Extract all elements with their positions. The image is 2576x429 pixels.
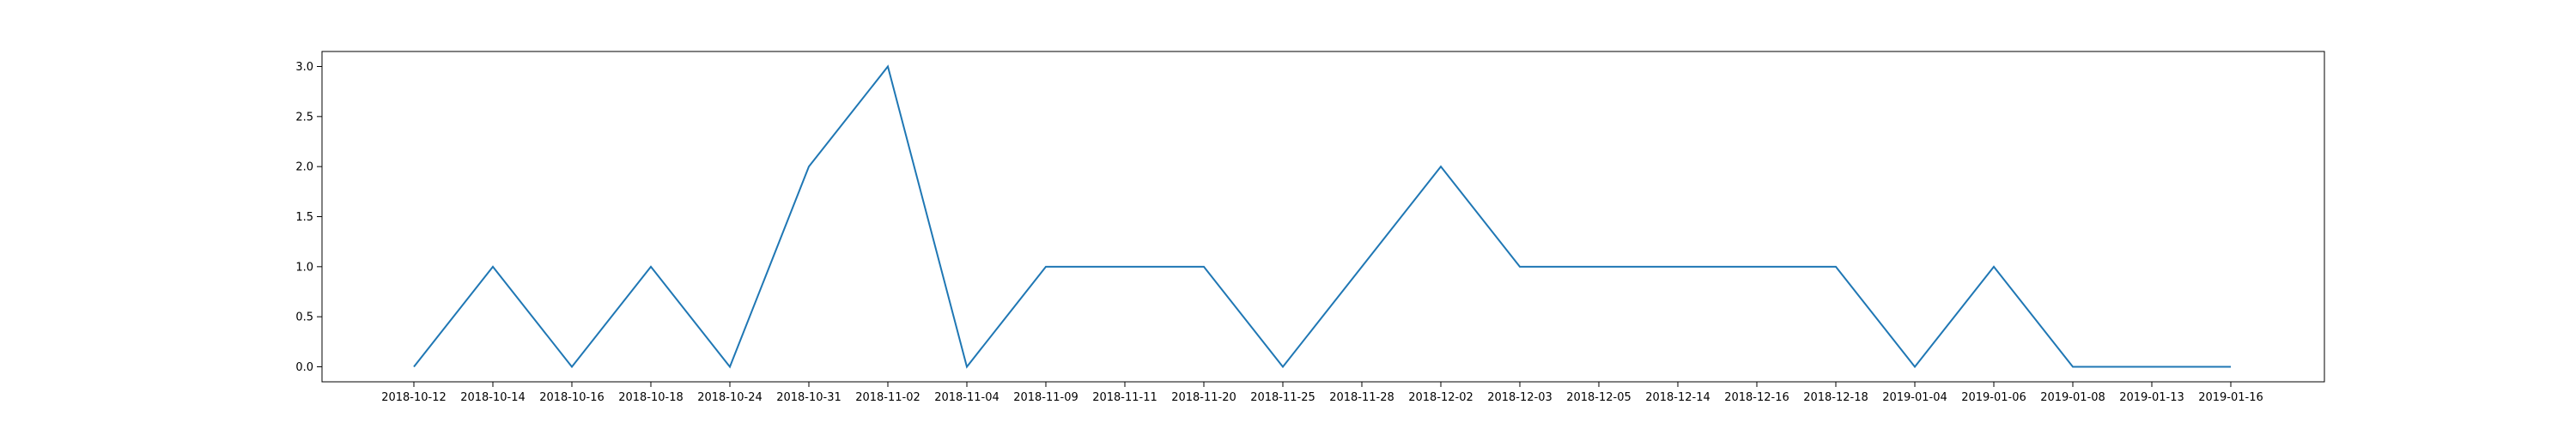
x-tick-label: 2018-10-24 — [697, 391, 762, 404]
x-tick-label: 2018-11-11 — [1092, 391, 1157, 404]
x-tick-label: 2018-10-18 — [618, 391, 683, 404]
x-tick-label: 2018-11-09 — [1013, 391, 1078, 404]
y-tick-label: 0.0 — [295, 361, 313, 374]
y-tick-label: 3.0 — [295, 61, 313, 74]
x-tick-label: 2018-10-12 — [381, 391, 447, 404]
y-tick-label: 1.0 — [295, 261, 313, 274]
series-line — [413, 64, 2231, 369]
x-tick-label: 2018-11-02 — [855, 391, 920, 404]
y-tick-label: 2.5 — [295, 111, 313, 124]
x-tick-label: 2018-11-20 — [1171, 391, 1236, 404]
x-axis: 2018-10-12 2018-10-14 2018-10-16 2018-10-18… — [381, 382, 2263, 404]
x-tick-label: 2018-12-02 — [1408, 391, 1473, 404]
x-tick-label: 2018-12-18 — [1803, 391, 1868, 404]
x-tick-label: 2018-10-16 — [539, 391, 605, 404]
y-tick-label: 2.0 — [295, 161, 313, 174]
y-tick-label: 0.5 — [295, 311, 313, 324]
y-tick-label: 1.5 — [295, 211, 313, 224]
x-tick-label: 2018-10-31 — [776, 391, 841, 404]
x-tick-label: 2019-01-16 — [2198, 391, 2263, 404]
x-tick-label: 2019-01-06 — [1961, 391, 2026, 404]
x-tick-label: 2018-11-28 — [1329, 391, 1394, 404]
x-tick-label: 2018-12-03 — [1487, 391, 1552, 404]
y-axis: 0.0 0.5 1.0 1.5 2.0 2.5 3.0 — [295, 61, 322, 374]
x-tick-label: 2018-11-25 — [1250, 391, 1315, 404]
plot-frame — [321, 51, 2325, 383]
x-tick-label: 2018-12-05 — [1566, 391, 1631, 404]
x-tick-label: 2019-01-04 — [1882, 391, 1947, 404]
x-tick-label: 2018-12-14 — [1645, 391, 1710, 404]
x-tick-label: 2019-01-13 — [2119, 391, 2184, 404]
x-tick-label: 2018-10-14 — [460, 391, 526, 404]
x-tick-label: 2018-12-16 — [1724, 391, 1789, 404]
series-layer — [413, 64, 2232, 369]
x-tick-label: 2018-11-04 — [934, 391, 999, 404]
x-tick-label: 2019-01-08 — [2040, 391, 2105, 404]
